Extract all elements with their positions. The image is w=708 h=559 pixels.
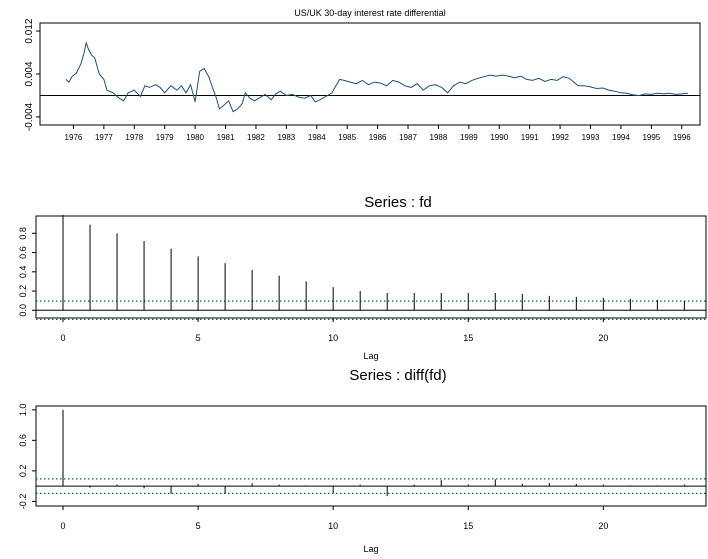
acf2-x-tick-label: 5 (196, 521, 201, 531)
acf1-x-tick-label: 20 (598, 333, 608, 343)
ts-x-tick-label: 1996 (673, 133, 691, 142)
ts-x-tick-label: 1984 (308, 133, 326, 142)
acf2-x-tick-label: 10 (328, 521, 338, 531)
acf2-x-ticks: 0 5 10 15 20 (61, 506, 608, 531)
acf2-y-tick-label: 0.6 (18, 434, 28, 447)
ts-x-tick-label: 1990 (490, 133, 508, 142)
ts-x-tick-label: 1982 (247, 133, 265, 142)
acf1-y-tick-label: 0.2 (18, 285, 28, 298)
acf1-x-tick-label: 5 (196, 333, 201, 343)
ts-y-tick-label: 0.012 (24, 18, 35, 43)
ts-x-tick-label: 1986 (369, 133, 387, 142)
ts-x-tick-label: 1983 (277, 133, 295, 142)
ts-x-tick-label: 1977 (95, 133, 113, 142)
ts-x-tick-label: 1985 (338, 133, 356, 142)
acf2-panel: Series : diff(fd) 0 5 10 15 20 -0.2 0.2 0.6 1.0… (18, 367, 707, 554)
acf1-y-tick-label: 0.4 (18, 266, 28, 279)
acf2-bars (62, 409, 685, 497)
acf1-y-tick-label: 0.6 (18, 246, 28, 259)
acf1-panel: Series : fd 0 5 10 15 20 0.0 0.2 0.4 0.6 0.8 Lag (18, 194, 707, 361)
acf2-y-tick-label: 1.0 (18, 404, 28, 417)
ts-plot-frame (39, 22, 701, 126)
ts-x-tick-label: 1989 (460, 133, 478, 142)
acf1-plot-frame (35, 215, 707, 319)
ts-x-tick-label: 1995 (642, 133, 660, 142)
ts-x-tick-label: 1981 (217, 133, 235, 142)
acf1-x-ticks: 0 5 10 15 20 (61, 318, 608, 343)
acf1-x-label: Lag (363, 351, 378, 361)
ts-x-tick-label: 1993 (582, 133, 600, 142)
acf1-x-tick-label: 0 (61, 333, 66, 343)
ts-y-tick-label: -0.004 (24, 102, 35, 131)
ts-x-tick-label: 1988 (430, 133, 448, 142)
ts-x-tick-label: 1991 (521, 133, 539, 142)
ts-title: US/UK 30-day interest rate differential (294, 8, 445, 18)
ts-x-tick-label: 1976 (65, 133, 83, 142)
acf2-title: Series : diff(fd) (349, 367, 446, 384)
ts-series-line (65, 41, 688, 113)
acf2-x-tick-label: 0 (61, 521, 66, 531)
ts-x-tick-label: 1979 (156, 133, 174, 142)
ts-x-tick-label: 1980 (186, 133, 204, 142)
ts-y-ticks: -0.004 0.004 0.012 (24, 18, 40, 131)
ts-x-tick-label: 1994 (612, 133, 630, 142)
acf2-x-tick-label: 20 (598, 521, 608, 531)
acf1-y-ticks: 0.0 0.2 0.4 0.6 0.8 (18, 227, 36, 317)
acf2-x-tick-label: 15 (463, 521, 473, 531)
acf2-x-label: Lag (363, 544, 378, 554)
acf2-y-ticks: -0.2 0.2 0.6 1.0 (18, 404, 36, 510)
ts-y-tick-label: 0.004 (24, 61, 35, 86)
acf2-y-tick-label: -0.2 (18, 494, 28, 510)
ts-x-tick-label: 1987 (399, 133, 417, 142)
ts-x-tick-label: 1978 (125, 133, 143, 142)
ts-x-tick-label: 1992 (551, 133, 569, 142)
ts-panel: US/UK 30-day interest rate differential … (24, 8, 701, 142)
acf2-y-tick-label: 0.2 (18, 465, 28, 478)
acf1-y-tick-label: 0.0 (18, 304, 28, 317)
ts-x-ticks: 1976 1977 1978 1979 1980 1981 1982 1983 1984 1985… (65, 125, 691, 142)
acf2-plot-frame (35, 405, 707, 507)
acf1-x-tick-label: 15 (463, 333, 473, 343)
acf1-x-tick-label: 10 (328, 333, 338, 343)
acf1-bars (62, 215, 685, 311)
acf1-title: Series : fd (364, 194, 432, 211)
acf1-y-tick-label: 0.8 (18, 227, 28, 240)
